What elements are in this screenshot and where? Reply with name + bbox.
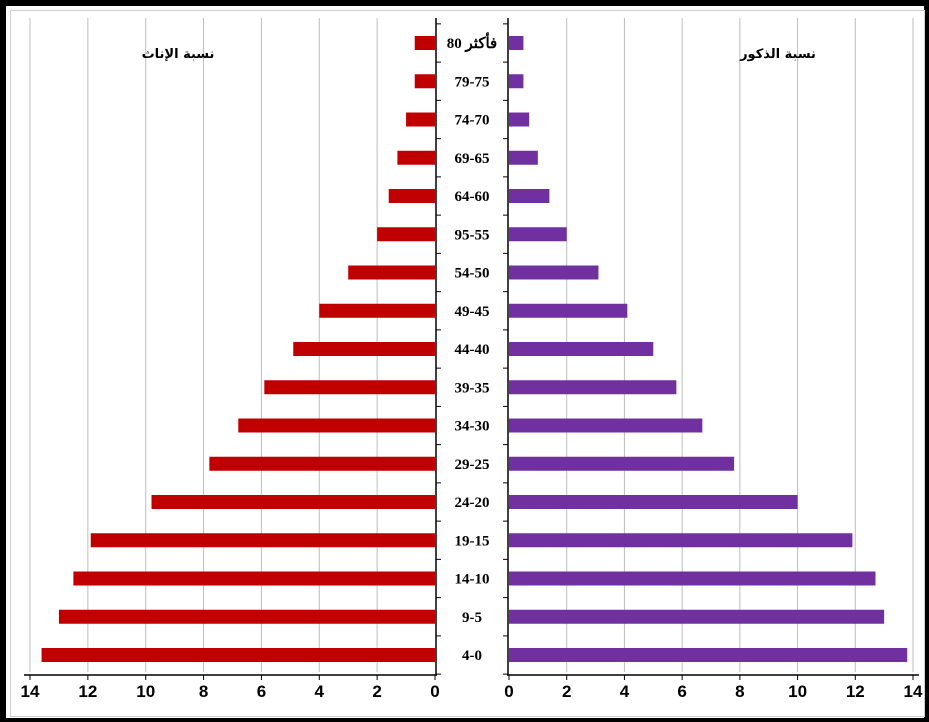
age-group-label: 95-55 bbox=[455, 227, 490, 243]
female-x-tick-label: 14 bbox=[21, 682, 40, 701]
age-group-label: 44-40 bbox=[455, 342, 490, 358]
age-labels: 4-0 9-5 14-10 19-15 24-20 29-25 34-30 39-35 44-4… bbox=[447, 32, 497, 664]
age-group-label: 79-75 bbox=[455, 74, 490, 90]
age-group-label: 24-20 bbox=[455, 495, 490, 511]
male-bar bbox=[509, 380, 677, 395]
female-bar bbox=[90, 533, 435, 548]
female-series-title: نسبة الإناث bbox=[142, 47, 215, 62]
female-bar bbox=[58, 609, 436, 624]
female-bar bbox=[388, 189, 435, 203]
male-x-tick-label: 4 bbox=[620, 682, 630, 701]
male-bar bbox=[509, 648, 908, 662]
female-bar bbox=[397, 150, 435, 165]
female-x-tick-label: 6 bbox=[257, 682, 266, 701]
bars bbox=[41, 36, 908, 662]
female-bar bbox=[406, 112, 435, 127]
female-bar bbox=[41, 648, 435, 662]
axes: 14 12 10 8 6 4 2 0 0 2 4 6 8 10 12 14 bbox=[21, 18, 923, 701]
age-group-label: 49-45 bbox=[455, 304, 490, 320]
female-bar bbox=[414, 36, 435, 50]
female-x-tick-label: 0 bbox=[430, 682, 439, 701]
female-bar bbox=[209, 456, 435, 471]
male-bar bbox=[509, 74, 524, 89]
female-bar bbox=[264, 380, 435, 395]
female-bar bbox=[73, 571, 436, 586]
male-series-title: نسبة الذكور bbox=[739, 47, 816, 62]
male-bar bbox=[509, 342, 654, 356]
age-group-label: 64-60 bbox=[455, 189, 490, 205]
male-bar bbox=[509, 571, 876, 586]
male-bar bbox=[509, 418, 703, 433]
female-x-tick-label: 12 bbox=[78, 682, 97, 701]
male-bar bbox=[509, 189, 550, 203]
female-bar bbox=[348, 265, 435, 280]
male-x-tick-label: 12 bbox=[846, 682, 865, 701]
male-bar bbox=[509, 456, 735, 471]
male-bar bbox=[509, 112, 530, 127]
female-bar bbox=[414, 74, 435, 89]
age-group-label: 9-5 bbox=[462, 610, 482, 626]
age-group-label: 39-35 bbox=[455, 380, 490, 396]
age-group-label: 4-0 bbox=[462, 648, 482, 664]
male-x-tick-label: 0 bbox=[504, 682, 513, 701]
age-group-label: 74-70 bbox=[455, 113, 490, 129]
age-group-label: 29-25 bbox=[455, 457, 490, 473]
age-group-label: 19-15 bbox=[455, 533, 490, 549]
female-bar bbox=[151, 495, 435, 509]
age-group-label: 34-30 bbox=[455, 419, 490, 435]
female-x-tick-label: 4 bbox=[315, 682, 325, 701]
female-x-tick-label: 8 bbox=[199, 682, 208, 701]
male-x-tick-label: 10 bbox=[788, 682, 807, 701]
male-x-tick-label: 2 bbox=[562, 682, 571, 701]
age-group-label: 14-10 bbox=[455, 572, 490, 588]
male-bar bbox=[509, 36, 524, 50]
female-bar bbox=[319, 303, 435, 318]
male-x-tick-label: 6 bbox=[677, 682, 686, 701]
male-bar bbox=[509, 609, 885, 624]
female-bar bbox=[377, 227, 435, 242]
age-group-label: 54-50 bbox=[455, 266, 490, 282]
male-bar bbox=[509, 533, 853, 548]
male-x-tick-label: 8 bbox=[735, 682, 744, 701]
male-bar bbox=[509, 495, 798, 509]
female-x-tick-label: 2 bbox=[372, 682, 381, 701]
inner-frame bbox=[10, 10, 925, 717]
age-group-label: 69-65 bbox=[455, 151, 490, 167]
female-x-tick-label: 10 bbox=[136, 682, 155, 701]
age-group-label: 80 فأكثر bbox=[447, 32, 497, 52]
female-bar bbox=[293, 342, 435, 356]
male-bar bbox=[509, 265, 599, 280]
male-bar bbox=[509, 227, 567, 242]
male-bar bbox=[509, 303, 628, 318]
male-x-tick-label: 14 bbox=[904, 682, 923, 701]
female-bar bbox=[238, 418, 435, 433]
male-bar bbox=[509, 150, 538, 165]
